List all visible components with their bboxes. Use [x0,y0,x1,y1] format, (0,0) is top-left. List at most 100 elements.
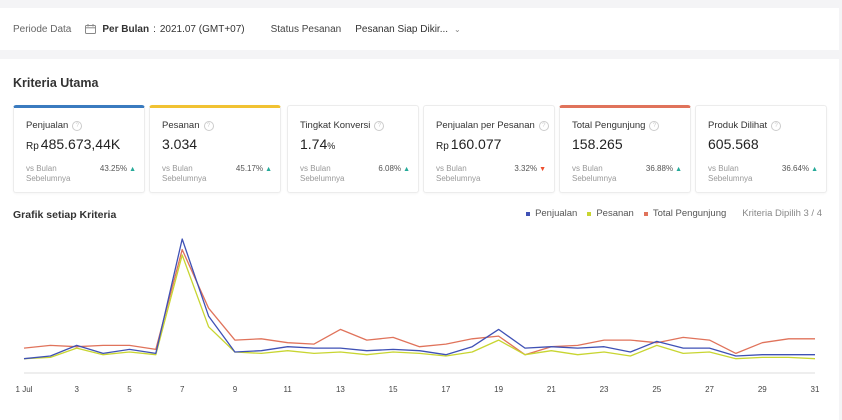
period-type[interactable]: Per Bulan [102,23,150,35]
series-line[interactable] [23,254,816,360]
x-tick-label: 7 [180,385,185,394]
change-value: 45.17% [235,164,264,173]
arrow-up-icon: ▲ [675,166,682,173]
metric-card[interactable]: Pesanan? 3.034 vs Bulan Sebelumnya 45.17% ▲ [149,105,281,193]
currency: Rp [436,141,449,152]
change-value: 3.32% [514,164,538,173]
help-icon[interactable]: ? [374,121,385,131]
x-tick-label: 11 [284,385,293,394]
section-title: Kriteria Utama [13,76,99,90]
chevron-down-icon: ⌄ [454,24,461,34]
metric-number: 3.034 [162,136,198,152]
metric-value: 605.568 [708,136,759,152]
metric-number: 605.568 [708,136,759,152]
currency: Rp [26,141,39,152]
x-tick-label: 19 [494,385,503,394]
metric-title: Produk Dilihat? [708,120,782,131]
metric-title: Pesanan? [162,120,214,131]
metric-title: Total Pengunjung? [572,120,660,131]
metric-card[interactable]: Penjualan per Pesanan? Rp 160.077 vs Bulan … [423,105,555,193]
x-tick-label: 3 [75,385,80,394]
compare-label: vs Bulan Sebelumnya [436,164,481,183]
x-tick-label: 29 [758,385,767,394]
arrow-up-icon: ▲ [129,166,136,173]
metric-cards: Penjualan? Rp 485.673,44K vs Bulan Sebelumn… [11,105,831,195]
x-tick-label: 5 [127,385,132,394]
help-icon[interactable]: ? [649,121,660,131]
x-tick-label: 1 Jul [16,385,33,394]
series-line[interactable] [23,238,815,360]
metric-title: Tingkat Konversi? [300,120,385,131]
metric-value: Rp 160.077 [436,136,501,152]
change-value: 36.88% [645,164,674,173]
chart-legend: Penjualan Pesanan Total Pengunjung Kriteria… [516,208,822,219]
help-icon[interactable]: ? [771,121,782,131]
legend-label: Pesanan [596,208,634,219]
line-chart: 1 Jul 3 5 7 9 11 13 15 17 19 21 23 25 27 29 31 [16,238,820,394]
metric-title: Penjualan? [26,120,83,131]
status-select[interactable]: Pesanan Siap Dikir... ⌄ [355,24,469,35]
metric-value: 1.74% [300,136,335,152]
calendar-icon[interactable] [85,24,97,34]
metric-number: 485.673,44K [40,136,121,152]
legend-item[interactable]: Total Pengunjung [643,208,726,219]
metric-title-text: Penjualan [26,120,69,131]
arrow-down-icon: ▼ [539,166,546,173]
compare-label: vs Bulan Sebelumnya [708,164,753,183]
legend-item[interactable]: Pesanan [587,208,634,219]
chart-title: Grafik setiap Kriteria [13,209,117,221]
help-icon[interactable]: ? [203,121,214,131]
x-tick-label: 17 [441,385,450,394]
metric-number: 1.74 [300,136,328,152]
metric-value: 158.265 [572,136,623,152]
x-tick-label: 25 [652,385,661,394]
legend-item[interactable]: Penjualan [526,208,577,219]
x-tick-label: 31 [811,385,820,394]
period-label: Periode Data [13,23,72,35]
legend-swatch [526,211,531,216]
change-value: 6.08% [378,164,402,173]
metric-title-text: Total Pengunjung [572,120,646,131]
criteria-selected[interactable]: Kriteria Dipilih 3 / 4 [742,208,822,219]
series-line[interactable] [23,248,815,356]
change-value: 43.25% [99,164,128,173]
compare-label: vs Bulan Sebelumnya [162,164,207,183]
help-icon[interactable]: ? [72,121,83,131]
metric-card[interactable]: Penjualan? Rp 485.673,44K vs Bulan Sebelumn… [13,105,145,193]
metric-title: Penjualan per Pesanan? [436,120,549,131]
compare-label: vs Bulan Sebelumnya [300,164,345,183]
metric-number: 160.077 [450,136,502,152]
change-percent: 45.17% ▲ [236,164,272,173]
x-tick-label: 9 [233,385,238,394]
unit: % [327,141,336,151]
status-value: Pesanan Siap Dikir... [355,23,449,35]
metric-value: Rp 485.673,44K [26,136,120,152]
metric-card[interactable]: Produk Dilihat? 605.568 vs Bulan Sebelumny… [695,105,827,193]
metric-title-text: Pesanan [162,120,200,131]
metric-title-text: Penjualan per Pesanan [436,120,535,131]
change-percent: 43.25% ▲ [100,164,136,173]
metric-card[interactable]: Tingkat Konversi? 1.74% vs Bulan Sebelumny… [287,105,419,193]
x-tick-label: 27 [705,385,714,394]
change-percent: 36.64% ▲ [782,164,818,173]
legend-label: Penjualan [535,208,578,219]
x-tick-label: 15 [389,385,398,394]
change-percent: 36.88% ▲ [646,164,682,173]
metric-title-text: Produk Dilihat [708,120,768,131]
metric-number: 158.265 [572,136,623,152]
legend-swatch [587,211,592,216]
period-value[interactable]: 2021.07 (GMT+07) [159,23,245,35]
legend-swatch [643,211,648,216]
metric-title-text: Tingkat Konversi [300,120,371,131]
change-percent: 6.08% ▲ [378,164,410,173]
help-icon[interactable]: ? [538,121,549,131]
x-tick-label: 23 [600,385,609,394]
metric-card[interactable]: Total Pengunjung? 158.265 vs Bulan Sebelum… [559,105,691,193]
arrow-up-icon: ▲ [811,166,818,173]
change-value: 36.64% [781,164,810,173]
metric-value: 3.034 [162,136,197,152]
change-percent: 3.32% ▼ [514,164,546,173]
period-separator: : [153,23,156,35]
main-panel: Kriteria Utama Penjualan? Rp 485.673,44K vs… [0,59,839,420]
x-tick-label: 13 [336,385,345,394]
